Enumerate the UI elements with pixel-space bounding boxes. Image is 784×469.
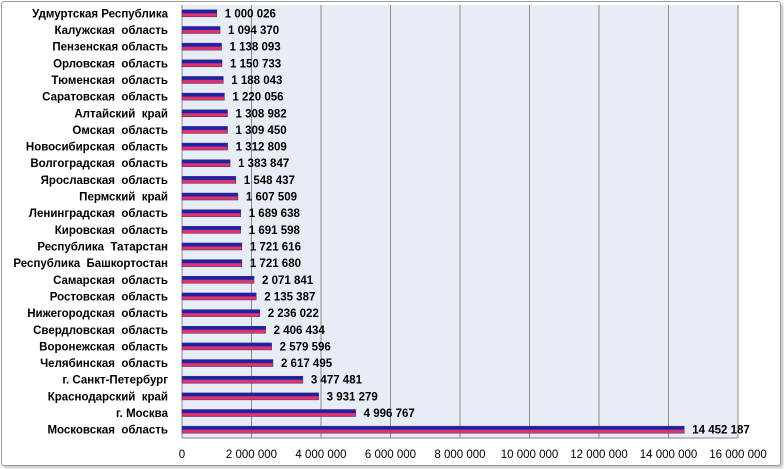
value-label: 1 309 450 [236,125,287,137]
value-label: 4 996 767 [364,408,415,420]
x-tick-label: 16 000 000 [709,449,767,461]
bar [181,126,228,134]
value-label: 2 071 841 [262,275,314,287]
bar [181,359,274,367]
category-label: Пензенская область [52,42,168,54]
value-label: 1 607 509 [246,192,297,204]
bar [181,59,223,68]
bar [181,76,224,84]
bars [181,9,685,434]
category-label: Республика Татарстан [37,241,168,253]
value-label: 1 312 809 [236,142,287,154]
category-label: Саратовская область [42,92,168,104]
value-label: 2 579 596 [280,341,331,353]
value-label: 1 000 026 [225,8,276,20]
value-label: 1 721 680 [250,258,301,270]
category-label: Алтайский край [74,108,168,120]
value-label: 1 138 093 [230,42,281,54]
value-label: 1 383 847 [238,158,289,170]
x-tick-label: 6 000 000 [365,449,416,461]
category-label: Новосибирская область [26,142,168,154]
category-label: Самарская область [53,275,168,287]
value-label: 1 188 043 [231,75,282,87]
category-label: Тюменская область [51,75,168,87]
category-label: Волгоградская область [30,158,168,170]
value-label: 2 236 022 [268,308,319,320]
value-labels: 1 000 026 1 094 370 1 138 093 1 150 733 1 18… [225,8,750,436]
category-label: г. Москва [116,408,169,420]
category-label: Краснодарский край [48,391,168,403]
value-label: 1 548 437 [244,175,295,187]
x-tick-label: 2 000 000 [226,449,277,461]
x-tick-label: 12 000 000 [570,449,628,461]
x-tick-label: 0 [179,449,185,461]
x-tick-label: 8 000 000 [434,449,485,461]
value-label: 3 931 279 [327,391,378,403]
value-label: 1 721 616 [250,241,301,253]
bar [181,326,266,334]
bar [181,409,356,417]
category-label: Свердловская область [33,325,168,337]
bar [181,292,257,301]
value-label: 3 477 481 [311,375,363,387]
value-label: 1 220 056 [232,92,283,104]
category-label: Ленинградская область [29,208,168,220]
category-label: Воронежская область [39,341,168,353]
category-label: Пермский край [79,192,168,204]
value-label: 2 617 495 [281,358,333,370]
value-label: 2 135 387 [264,291,315,303]
bar [181,342,272,351]
bar [181,159,231,167]
bar [181,276,255,284]
bar [181,192,239,201]
x-axis-tick-labels: 0 2 000 000 4 000 000 6 000 000 8 000 000 10 … [179,449,767,461]
value-label: 1 308 982 [235,108,286,120]
category-label: Челябинская область [40,358,168,370]
category-label: Калужская область [54,25,168,37]
bar [181,392,319,401]
value-label: 1 691 598 [249,225,301,237]
x-tick-label: 10 000 000 [501,449,559,461]
category-label: Удмуртская Республика [32,8,168,20]
bar [181,375,304,384]
bar [181,209,241,217]
bar [181,26,221,34]
bar [181,142,228,151]
category-label: Омская область [72,125,168,137]
bar [181,109,228,117]
x-tick-label: 14 000 000 [640,449,698,461]
bar [181,42,222,51]
category-label: г. Санкт-Петербург [62,375,168,387]
category-label: Кировская область [55,225,168,237]
bar [181,242,243,251]
value-label: 1 689 638 [249,208,301,220]
category-label: Орловская область [53,58,168,70]
bar [181,309,260,317]
value-label: 1 150 733 [230,58,281,70]
bar [181,9,218,18]
bar [181,226,242,234]
category-label: Московская область [47,425,168,437]
category-label: Нижегородская область [27,308,168,320]
bar [181,92,225,101]
bar [181,425,685,434]
value-label: 1 094 370 [228,25,279,37]
x-tick-label: 4 000 000 [295,449,346,461]
bar [181,259,243,267]
value-label: 14 452 187 [692,425,750,437]
value-label: 2 406 434 [274,325,326,337]
category-label: Ярославская область [41,175,168,187]
bar [181,176,237,184]
category-label: Республика Башкортостан [13,258,168,270]
category-label: Ростовская область [50,291,168,303]
category-labels: Удмуртская Республика Калужская область Пе… [13,8,168,436]
